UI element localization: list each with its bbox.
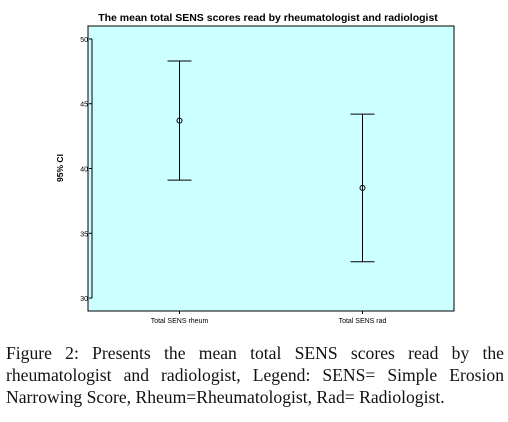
mean-marker (176, 117, 183, 124)
y-axis-ticks: 30 35 40 45 50 (80, 37, 92, 303)
plot-area (87, 25, 455, 312)
y-tick-label: 40 (80, 167, 88, 174)
x-tick-label: Total SENS rad (339, 318, 387, 325)
chart-title: The mean total SENS scores read by rheum… (98, 12, 438, 24)
y-tick-label: 35 (80, 231, 88, 238)
figure-caption: Figure 2: Presents the mean total SENS s… (6, 342, 504, 408)
chart: The mean total SENS scores read by rheum… (55, 12, 455, 325)
x-axis-ticks: Total SENS rheum Total SENS rad (151, 311, 387, 325)
x-tick-label: Total SENS rheum (151, 318, 209, 325)
y-tick-label: 50 (80, 37, 88, 44)
caption-label: Figure 2: (6, 343, 79, 363)
mean-marker (359, 184, 366, 191)
error-bars (167, 60, 375, 263)
y-axis-label: 95% CI (55, 154, 65, 182)
caption-text: Presents the mean total SENS scores read… (6, 343, 504, 407)
y-tick-label: 30 (80, 296, 88, 303)
y-tick-label: 45 (80, 102, 88, 109)
